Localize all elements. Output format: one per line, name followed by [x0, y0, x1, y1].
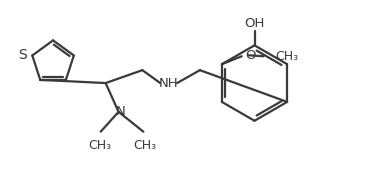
Text: CH₃: CH₃ — [88, 139, 111, 152]
Text: S: S — [19, 48, 28, 62]
Text: CH₃: CH₃ — [133, 139, 156, 152]
Text: CH₃: CH₃ — [275, 50, 299, 63]
Text: O: O — [246, 49, 256, 62]
Text: OH: OH — [244, 17, 265, 30]
Text: N: N — [116, 105, 125, 118]
Text: NH: NH — [159, 76, 178, 90]
